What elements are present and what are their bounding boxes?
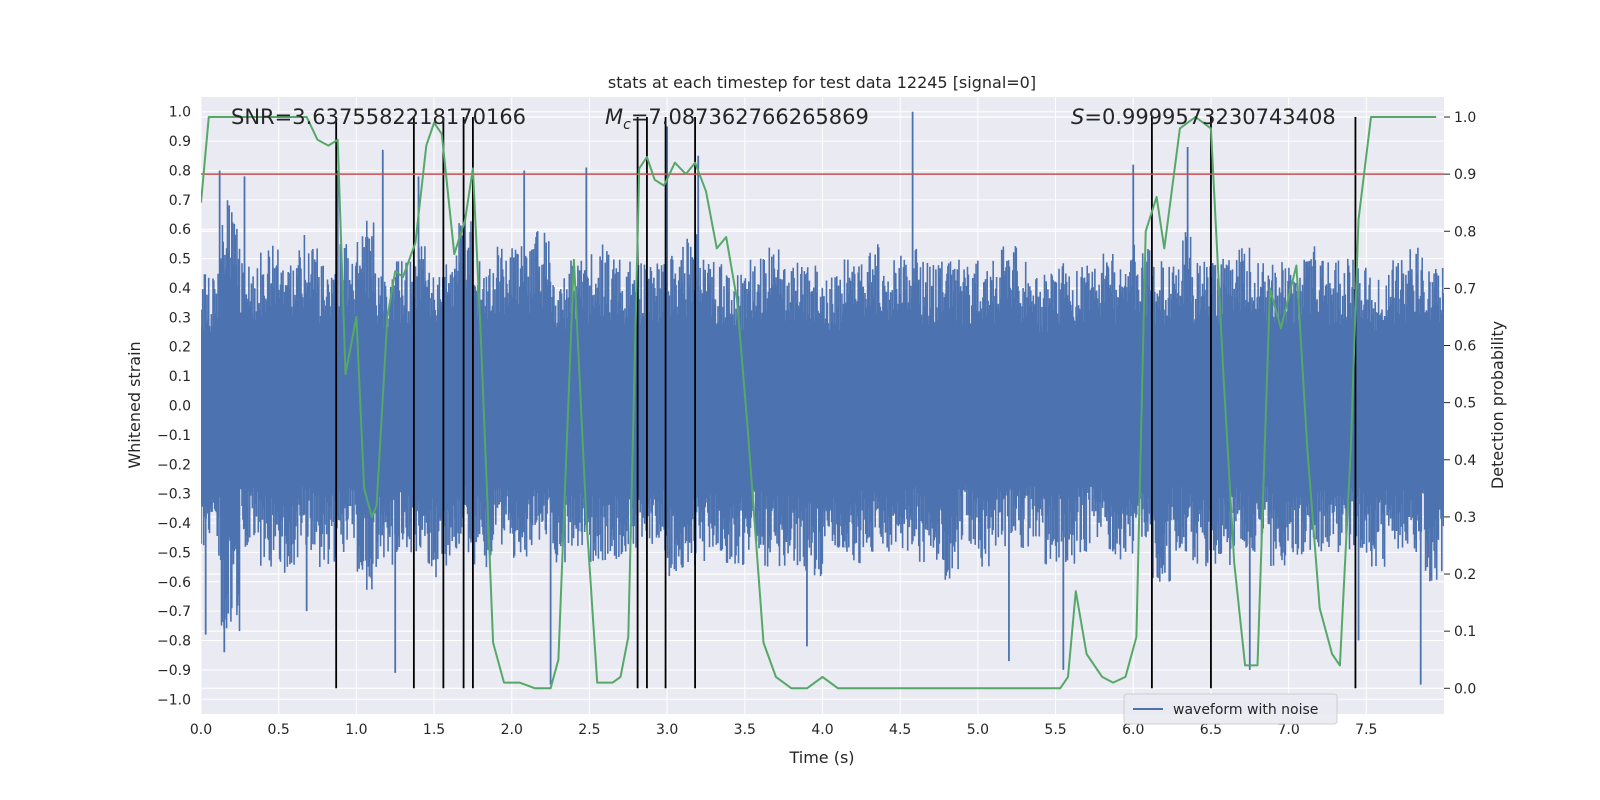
right-y-tick-label: 0.2 [1454,567,1476,583]
right-y-axis-ticks: 0.0 0.1 0.2 0.3 0.4 0.5 0.6 0.7 0.8 0.9 1.0 [1444,110,1476,697]
left-y-tick-label: 0.6 [169,222,191,238]
left-y-tick-label: −0.4 [157,516,191,532]
x-tick-label: 1.5 [423,722,445,738]
left-y-tick-label: 0.4 [169,281,191,297]
s-value: =0.9999573230743408 [1084,105,1335,129]
detection-probability-series [201,116,1437,690]
x-tick-label: 1.0 [345,722,367,738]
left-y-tick-label: 0.9 [169,134,191,150]
plot-area [201,111,1444,690]
chirp-mass-value: =7.087362766265869 [631,105,869,129]
x-tick-label: 2.5 [578,722,600,738]
left-y-tick-label: 0.3 [169,310,191,326]
waveform-series [201,111,1444,685]
right-y-tick-label: 0.0 [1454,681,1476,697]
right-y-tick-label: 0.3 [1454,510,1476,526]
right-y-axis-label: Detection probability [1488,321,1507,489]
legend: waveform with noise [1123,693,1338,725]
right-y-tick-label: 0.8 [1454,224,1476,240]
left-y-tick-label: 0.5 [169,252,191,268]
x-tick-label: 7.5 [1355,722,1377,738]
snr-annotation: SNR=3.6375582218170166 [231,105,526,129]
left-y-tick-label: −0.5 [157,545,191,561]
left-y-tick-label: −0.9 [157,663,191,679]
chirp-mass-subscript: c [623,117,631,133]
right-y-tick-label: 0.1 [1454,624,1476,640]
x-tick-label: 0.5 [268,722,290,738]
left-y-tick-label: 1.0 [169,105,191,121]
right-y-tick-label: 0.7 [1454,281,1476,297]
left-y-tick-label: −1.0 [157,692,191,708]
detection-probability-line [201,116,1437,690]
left-y-tick-label: 0.7 [169,193,191,209]
left-y-tick-label: 0.0 [169,399,191,415]
left-y-axis-label: Whitened strain [125,341,144,468]
waveform-trace [201,200,1444,632]
x-tick-label: 0.0 [190,722,212,738]
left-y-tick-label: −0.8 [157,634,191,650]
s-annotation: S=0.9999573230743408 [1071,105,1336,129]
chirp-mass-annotation: Mc=7.087362766265869 [605,105,869,133]
right-y-tick-label: 0.9 [1454,167,1476,183]
x-tick-label: 4.5 [889,722,911,738]
left-y-tick-label: 0.2 [169,340,191,356]
x-axis-label: Time (s) [788,748,854,767]
x-axis-ticks: 0.0 0.5 1.0 1.5 2.0 2.5 3.0 3.5 4.0 4.5 5.0 5.5 6.0 6… [190,722,1378,738]
x-tick-label: 5.0 [967,722,989,738]
left-y-tick-label: −0.2 [157,457,191,473]
legend-box [1123,693,1338,725]
right-y-tick-label: 0.4 [1454,453,1476,469]
chart-title: stats at each timestep for test data 122… [608,73,1036,92]
left-y-tick-label: 0.8 [169,163,191,179]
chirp-mass-symbol: M [605,105,623,129]
s-symbol: S [1071,105,1084,129]
right-y-tick-label: 0.6 [1454,339,1476,355]
left-y-tick-label: −0.6 [157,575,191,591]
x-tick-label: 6.0 [1122,722,1144,738]
x-tick-label: 7.0 [1277,722,1299,738]
x-tick-label: 3.0 [656,722,678,738]
event-lines [335,116,1357,689]
x-tick-label: 5.5 [1044,722,1066,738]
left-y-axis-ticks: −1.0 −0.9 −0.8 −0.7 −0.6 −0.5 −0.4 −0.3 −0.2 −0.1… [157,105,191,709]
left-y-tick-label: 0.1 [169,369,191,385]
x-tick-label: 6.5 [1200,722,1222,738]
left-y-tick-label: −0.3 [157,487,191,503]
left-y-tick-label: −0.7 [157,604,191,620]
right-y-tick-label: 1.0 [1454,110,1476,126]
legend-label: waveform with noise [1173,702,1318,718]
x-tick-label: 2.0 [501,722,523,738]
left-y-tick-label: −0.1 [157,428,191,444]
x-tick-label: 4.0 [811,722,833,738]
right-y-tick-label: 0.5 [1454,396,1476,412]
x-tick-label: 3.5 [734,722,756,738]
